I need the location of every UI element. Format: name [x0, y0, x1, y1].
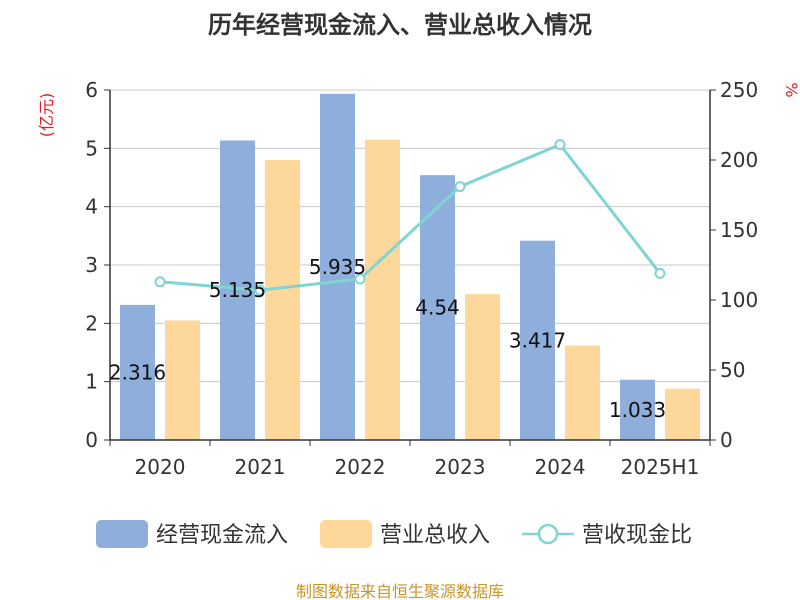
x-axis-tick-label: 2021 [235, 455, 286, 479]
cash-ratio-point [454, 181, 466, 193]
right-axis-tick-label: 200 [720, 148, 758, 172]
right-axis-tick-label: 100 [720, 288, 758, 312]
cash-inflow-bar [120, 304, 155, 440]
right-axis-tick-label: 0 [720, 428, 733, 452]
left-axis-tick-label: 3 [85, 253, 98, 277]
data-label: 3.417 [509, 328, 566, 352]
cash-ratio-point [354, 273, 366, 285]
left-axis-unit: (亿元) [37, 93, 56, 138]
data-label: 4.54 [415, 296, 460, 320]
legend-revenue-swatch [320, 520, 372, 548]
revenue-bar [365, 139, 400, 441]
data-label: 2.316 [109, 360, 166, 384]
right-axis-tick-label: 150 [720, 218, 758, 242]
x-axis-tick-label: 2020 [135, 455, 186, 479]
legend-cash-ratio-label: 营收现金比 [582, 523, 692, 548]
legend-revenue-label: 营业总收入 [380, 523, 490, 548]
cash-ratio-point [254, 284, 266, 296]
data-label: 5.135 [209, 278, 266, 302]
legend-cash-inflow-label: 经营现金流入 [156, 523, 288, 548]
revenue-bar [565, 345, 600, 440]
revenue-bar [665, 388, 700, 440]
x-axis-tick-label: 2022 [335, 455, 386, 479]
data-label: 5.935 [309, 255, 366, 279]
chart-title: 历年经营现金流入、营业总收入情况 [208, 11, 592, 39]
data-label: 1.033 [609, 398, 666, 422]
left-axis-tick-label: 4 [85, 195, 98, 219]
right-axis-tick-label: 50 [720, 358, 745, 382]
revenue-bar [165, 320, 200, 440]
revenue-bar [465, 294, 500, 440]
cash-ratio-point [554, 139, 566, 151]
left-axis-tick-label: 2 [85, 311, 98, 335]
x-axis-tick-label: 2023 [435, 455, 486, 479]
revenue-bar [265, 160, 300, 440]
left-axis-tick-label: 1 [85, 370, 98, 394]
left-axis-tick-label: 6 [85, 78, 98, 102]
x-axis-tick-label: 2024 [535, 455, 586, 479]
left-axis-tick-label: 0 [85, 428, 98, 452]
right-axis-unit: % [782, 82, 800, 97]
cash-inflow-bar [320, 93, 355, 441]
cash-inflow-bar [520, 240, 555, 440]
source-footer: 制图数据来自恒生聚源数据库 [296, 582, 504, 600]
legend: 经营现金流入 营业总收入 营收现金比 [96, 520, 692, 548]
plot-area: 0 1 2 3 4 5 6 0 50 100 150 200 250 2020 2021 2022 2023 20… [85, 78, 758, 479]
right-axis-tick-label: 250 [720, 78, 758, 102]
x-axis-tick-label: 2025H1 [621, 455, 700, 479]
legend-cash-ratio-marker [537, 523, 559, 545]
left-axis-tick-label: 5 [85, 136, 98, 160]
cash-ratio-point [654, 267, 666, 279]
cash-inflow-bar [620, 379, 655, 440]
legend-cash-inflow-swatch [96, 520, 148, 548]
cash-ratio-line [159, 142, 662, 292]
cash-ratio-point [154, 276, 166, 288]
